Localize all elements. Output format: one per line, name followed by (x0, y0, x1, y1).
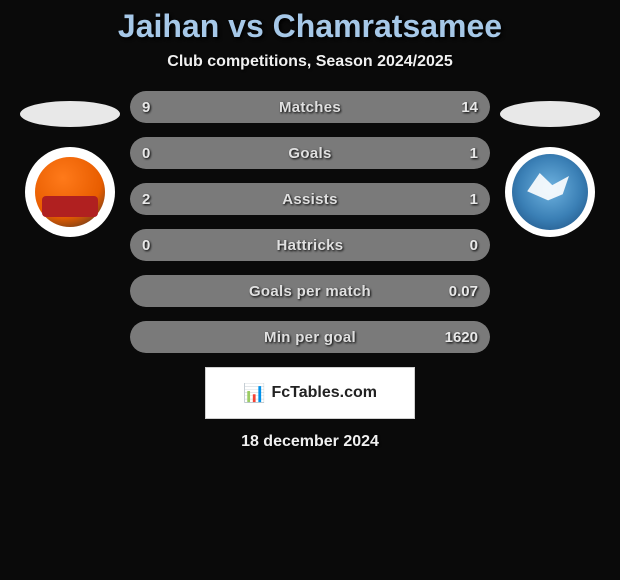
stat-label: Min per goal (264, 329, 356, 346)
right-jersey-placeholder (500, 101, 600, 127)
stat-row: 0 1 Goals (130, 137, 490, 169)
stat-row: 1620 Min per goal (130, 321, 490, 353)
stat-label: Hattricks (277, 237, 344, 254)
stat-row: 2 1 Assists (130, 183, 490, 215)
stat-value-left: 9 (142, 99, 150, 116)
stat-label: Goals per match (249, 283, 371, 300)
stat-fill-left (130, 91, 270, 123)
stat-row: 0.07 Goals per match (130, 275, 490, 307)
stat-label: Assists (282, 191, 337, 208)
right-team-crest (505, 147, 595, 237)
stat-value-right: 14 (461, 99, 478, 116)
right-team-column (490, 91, 610, 237)
left-jersey-placeholder (20, 101, 120, 127)
snapshot-date: 18 december 2024 (241, 433, 379, 451)
page-subtitle: Club competitions, Season 2024/2025 (167, 53, 452, 71)
stat-value-left: 0 (142, 145, 150, 162)
left-crest-graphic (35, 157, 105, 227)
stat-row: 0 0 Hattricks (130, 229, 490, 261)
stat-value-right: 1 (470, 145, 478, 162)
right-crest-graphic (512, 154, 588, 230)
brand-footer[interactable]: 📊 FcTables.com (205, 367, 415, 419)
stat-bars: 9 14 Matches 0 1 Goals 2 1 Assists 0 0 Hattricks 0.0… (130, 91, 490, 353)
stat-fill-right (195, 137, 490, 169)
stat-row: 9 14 Matches (130, 91, 490, 123)
stat-label: Matches (279, 99, 341, 116)
stat-value-right: 0 (470, 237, 478, 254)
comparison-area: 9 14 Matches 0 1 Goals 2 1 Assists 0 0 Hattricks 0.0… (0, 91, 620, 353)
stat-value-right: 0.07 (449, 283, 478, 300)
stat-value-left: 0 (142, 237, 150, 254)
chart-icon: 📊 (243, 383, 265, 404)
stat-value-right: 1620 (445, 329, 478, 346)
left-team-crest (25, 147, 115, 237)
page-title: Jaihan vs Chamratsamee (118, 8, 502, 45)
stat-value-right: 1 (470, 191, 478, 208)
brand-name: FcTables.com (271, 384, 377, 402)
stat-label: Goals (288, 145, 331, 162)
stat-value-left: 2 (142, 191, 150, 208)
stat-fill-left (130, 137, 195, 169)
left-team-column (10, 91, 130, 237)
